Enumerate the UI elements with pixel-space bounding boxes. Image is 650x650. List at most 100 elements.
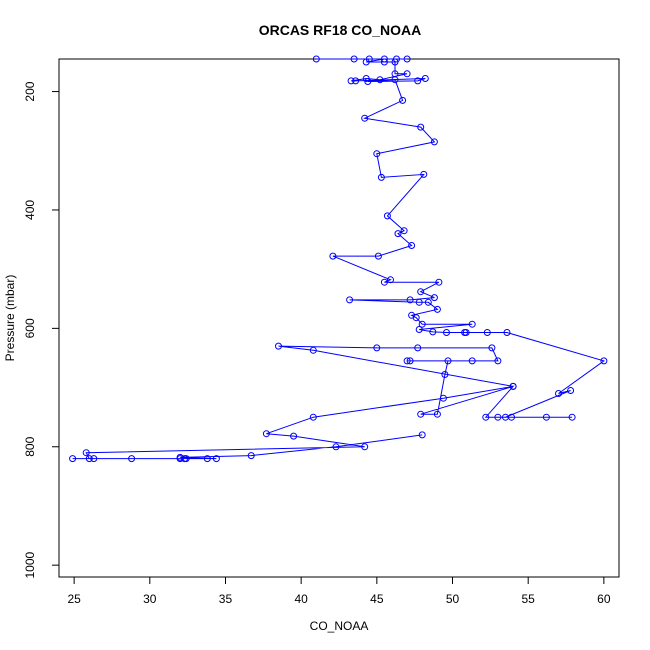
data-point [399,96,407,104]
data-point [542,413,550,421]
data-point [332,443,340,451]
data-point [247,452,255,460]
chart-title: ORCAS RF18 CO_NOAA [259,22,422,38]
data-point [567,387,575,394]
data-point [482,413,490,421]
x-tick-label: 25 [67,592,81,606]
x-axis-label: CO_NOAA [310,619,369,633]
data-point [176,453,184,461]
series-line [72,58,606,460]
x-tick-label: 50 [446,592,460,606]
data-point [468,357,476,365]
data-point [387,276,394,284]
y-tick-label: 200 [23,81,37,101]
data-point [406,357,414,365]
data-point [600,357,608,365]
data-point [85,455,93,463]
data-point [417,410,425,418]
data-point [90,455,98,463]
x-tick-label: 55 [522,592,536,606]
y-tick-label: 400 [23,200,37,220]
data-point [352,77,360,85]
data-point [420,170,428,178]
data-point [424,298,432,306]
x-tick-label: 40 [294,592,308,606]
data-point [350,55,358,63]
data-point [568,413,576,421]
data-point [128,455,136,463]
data-point [439,394,447,402]
y-axis-label: Pressure (mbar) [3,275,17,362]
data-point [555,390,562,397]
data-point [441,371,449,378]
data-point [488,344,496,352]
data-point [415,326,423,333]
data-point [433,410,441,418]
data-point [443,329,450,336]
data-point [376,76,384,84]
data-point [290,432,298,440]
data-point [418,431,426,439]
x-axis: 25 30 35 40 45 50 55 60 [67,577,611,606]
data-point [312,55,320,63]
data-point [418,320,426,328]
data-point [309,413,317,421]
data-point [421,75,429,82]
data-point [429,328,437,336]
data-point [494,413,502,421]
data-point [406,296,414,304]
y-tick-label: 1000 [23,551,37,578]
data-point [82,449,90,457]
data-point [494,357,502,365]
data-point [364,78,372,85]
data-point [414,77,422,85]
y-axis: 200 400 600 800 1000 [23,81,59,579]
x-tick-label: 30 [143,592,157,606]
data-point [394,230,402,238]
data-point [377,173,385,181]
data-point [468,320,476,328]
data-point [309,346,317,354]
data-point [435,278,443,286]
data-point [444,357,452,365]
data-point [346,296,354,304]
data-point [508,413,515,421]
data-point [361,114,369,122]
x-tick-label: 35 [219,592,233,606]
data-point [329,252,337,260]
data-point [380,58,388,66]
data-point [403,70,411,78]
data-point [403,357,411,365]
data-point [408,242,416,249]
data-point [433,305,441,313]
x-tick-label: 45 [370,592,384,606]
data-point [275,342,282,350]
plot-area [69,55,608,463]
x-tick-label: 60 [597,592,611,606]
data-point [203,455,211,463]
data-point [412,314,420,322]
data-point [362,58,370,66]
data-point [483,329,491,336]
data-point [383,212,391,220]
data-point [380,55,388,63]
data-point [391,76,399,84]
data-point [391,58,399,66]
data-point [414,344,422,352]
data-point [347,77,355,85]
data-point [417,123,425,131]
data-point [403,55,411,63]
data-point [509,382,517,390]
data-point [462,329,470,336]
data-point [69,455,77,463]
data-point [503,329,511,336]
data-point [373,150,381,158]
y-tick-label: 800 [23,436,37,456]
data-point [430,294,438,302]
data-point [400,227,408,235]
data-point [430,138,438,146]
data-point [417,288,425,296]
data-point [262,430,270,438]
data-point [380,278,388,286]
